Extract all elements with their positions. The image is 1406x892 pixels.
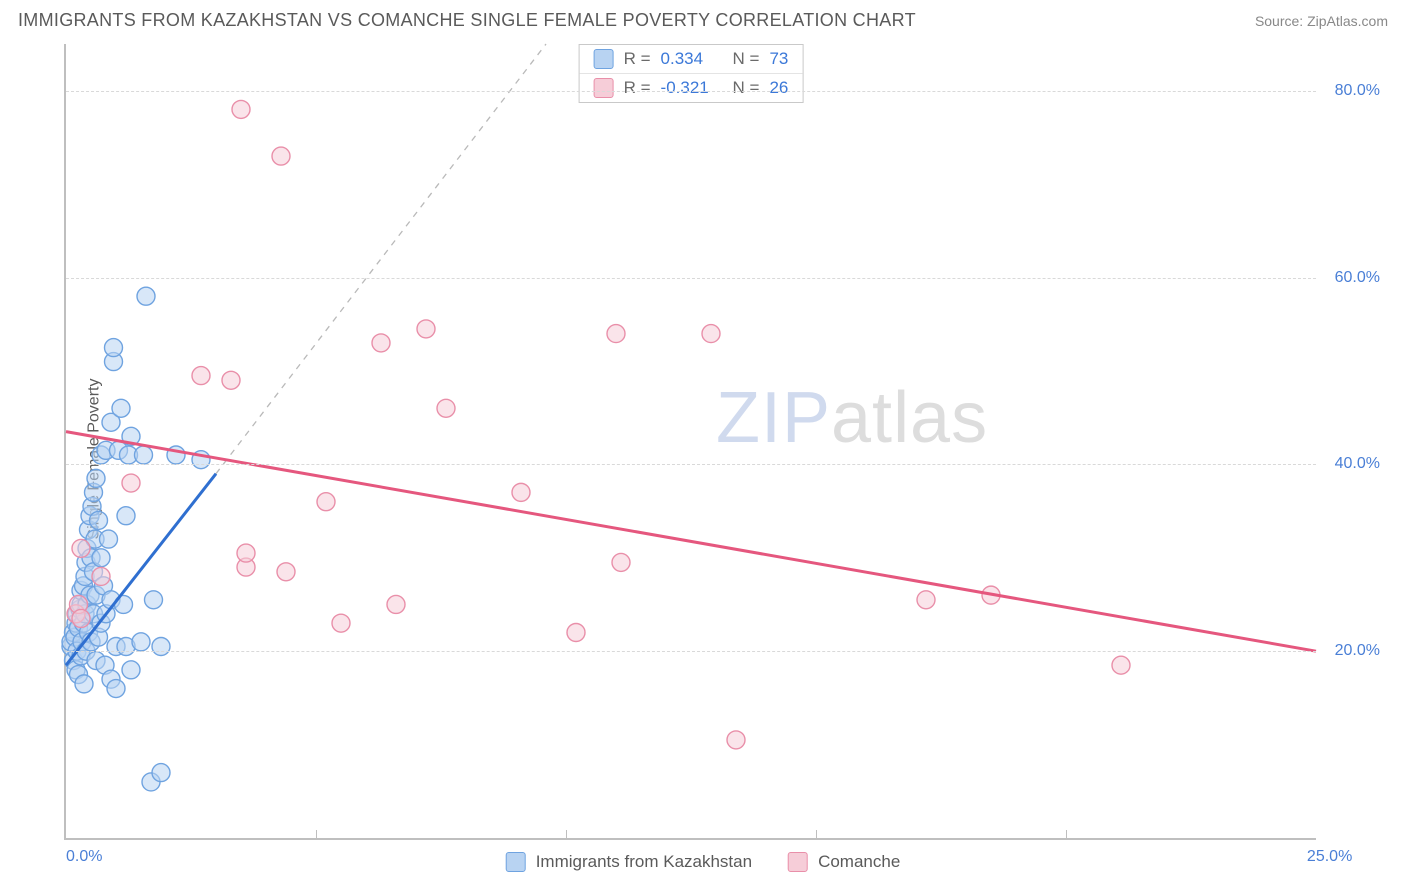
data-point: [222, 371, 240, 389]
chart-area: Single Female Poverty ZIPatlas R =0.334N…: [18, 42, 1388, 876]
legend-swatch: [788, 852, 808, 872]
data-point: [332, 614, 350, 632]
data-point: [152, 764, 170, 782]
data-point: [372, 334, 390, 352]
data-point: [152, 638, 170, 656]
gridline: [66, 464, 1316, 465]
data-point: [112, 399, 130, 417]
data-point: [92, 567, 110, 585]
data-point: [612, 553, 630, 571]
plot-svg: [66, 44, 1316, 838]
data-point: [607, 325, 625, 343]
y-tick-label: 40.0%: [1335, 455, 1380, 473]
series-name: Immigrants from Kazakhstan: [536, 852, 752, 872]
data-point: [122, 661, 140, 679]
legend-swatch: [506, 852, 526, 872]
data-point: [72, 539, 90, 557]
x-tick-mark: [316, 830, 317, 840]
x-tick-mark: [816, 830, 817, 840]
trend-extension: [216, 44, 546, 474]
gridline: [66, 278, 1316, 279]
data-point: [387, 595, 405, 613]
data-point: [72, 609, 90, 627]
data-point: [237, 544, 255, 562]
data-point: [132, 633, 150, 651]
data-point: [512, 483, 530, 501]
data-point: [122, 474, 140, 492]
data-point: [277, 563, 295, 581]
plot-region: ZIPatlas R =0.334N =73R =-0.321N =26 20.…: [64, 44, 1316, 840]
data-point: [90, 511, 108, 529]
data-point: [137, 287, 155, 305]
y-tick-label: 20.0%: [1335, 642, 1380, 660]
data-point: [75, 675, 93, 693]
data-point: [100, 530, 118, 548]
data-point: [87, 469, 105, 487]
data-point: [917, 591, 935, 609]
data-point: [272, 147, 290, 165]
source-label: Source: ZipAtlas.com: [1255, 13, 1388, 29]
data-point: [1112, 656, 1130, 674]
data-point: [192, 367, 210, 385]
data-point: [417, 320, 435, 338]
series-legend: Immigrants from Kazakhstan Comanche: [506, 852, 901, 872]
x-tick-mark: [566, 830, 567, 840]
data-point: [145, 591, 163, 609]
data-point: [105, 339, 123, 357]
gridline: [66, 651, 1316, 652]
data-point: [567, 623, 585, 641]
series-name: Comanche: [818, 852, 900, 872]
x-tick-label: 0.0%: [66, 848, 102, 866]
x-tick-label: 25.0%: [1307, 848, 1352, 866]
data-point: [117, 507, 135, 525]
y-tick-label: 60.0%: [1335, 269, 1380, 287]
data-point: [727, 731, 745, 749]
gridline: [66, 91, 1316, 92]
x-tick-mark: [1066, 830, 1067, 840]
data-point: [232, 100, 250, 118]
data-point: [437, 399, 455, 417]
data-point: [317, 493, 335, 511]
data-point: [135, 446, 153, 464]
data-point: [92, 549, 110, 567]
data-point: [702, 325, 720, 343]
series-legend-item: Comanche: [788, 852, 900, 872]
series-legend-item: Immigrants from Kazakhstan: [506, 852, 752, 872]
data-point: [107, 680, 125, 698]
chart-title: IMMIGRANTS FROM KAZAKHSTAN VS COMANCHE S…: [18, 10, 916, 31]
y-tick-label: 80.0%: [1335, 82, 1380, 100]
